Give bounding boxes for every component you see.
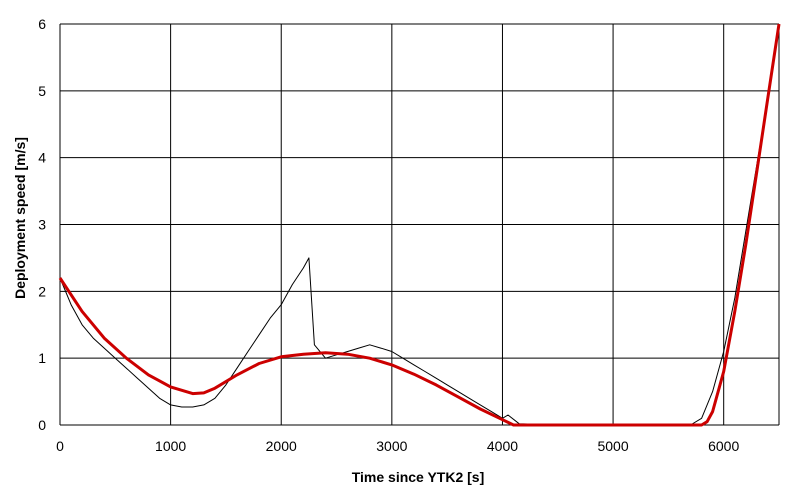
y-tick-labels: 0 1 2 3 4 5 6 [38, 16, 46, 433]
y-tick-label: 0 [38, 417, 46, 433]
grid-layer [59, 23, 780, 426]
y-tick-label: 4 [38, 150, 46, 166]
x-tick-label: 3000 [376, 438, 407, 454]
y-tick-label: 2 [38, 283, 46, 299]
x-tick-label: 0 [56, 438, 64, 454]
x-axis-title: Time since YTK2 [s] [352, 469, 485, 485]
x-tick-labels: 0 1000 2000 3000 4000 5000 6000 [56, 438, 739, 454]
y-tick-label: 3 [38, 217, 46, 233]
x-tick-label: 6000 [708, 438, 739, 454]
x-tick-label: 5000 [597, 438, 628, 454]
fitted-speed-series-line [58, 23, 781, 427]
y-tick-label: 5 [38, 83, 46, 99]
y-tick-label: 6 [38, 16, 46, 32]
x-tick-label: 2000 [266, 438, 297, 454]
series-layer [58, 23, 781, 427]
y-tick-label: 1 [38, 350, 46, 366]
x-tick-label: 4000 [487, 438, 518, 454]
x-tick-label: 1000 [155, 438, 186, 454]
y-axis-title: Deployment speed [m/s] [12, 137, 28, 299]
